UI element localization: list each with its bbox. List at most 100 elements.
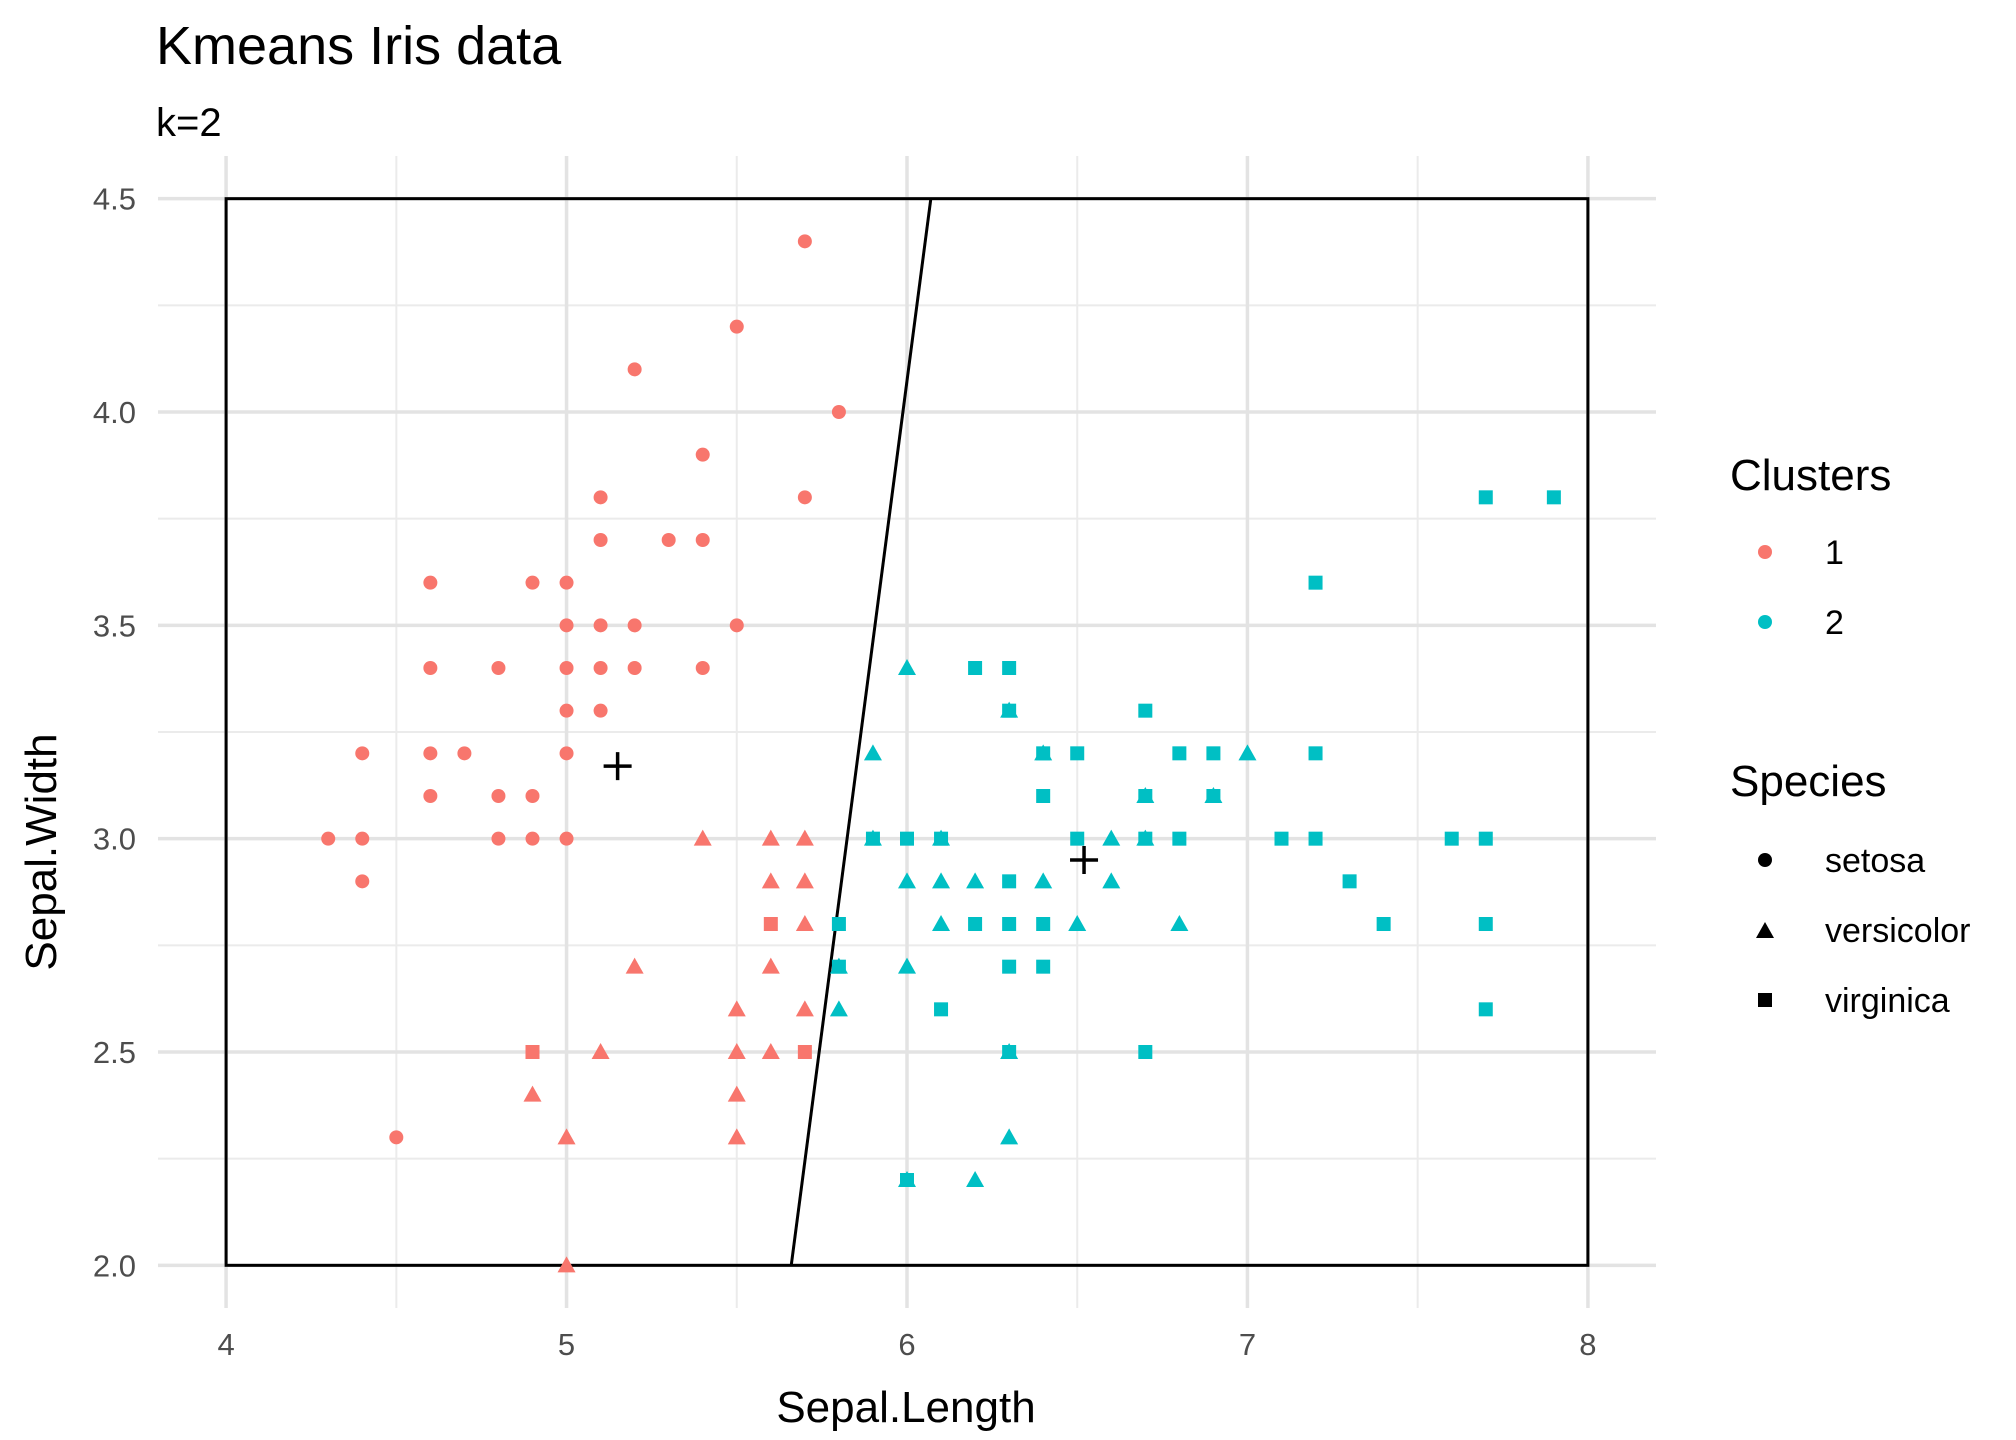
x-tick-label: 4 bbox=[217, 1327, 234, 1362]
legend: Clusters 1 2 Species setosa versicolor virgini… bbox=[1730, 451, 1970, 1020]
data-point-virginica bbox=[900, 1173, 914, 1187]
data-point-versicolor bbox=[557, 1256, 576, 1273]
data-point-virginica bbox=[1002, 917, 1017, 931]
data-point-virginica bbox=[1308, 831, 1323, 846]
axis-ticks: 4 5 6 7 8 2.0 2.5 3.0 3.5 4.0 4.5 bbox=[93, 182, 1597, 1362]
data-point-virginica bbox=[1002, 661, 1017, 675]
data-point-versicolor bbox=[727, 1043, 746, 1059]
data-point-versicolor bbox=[898, 872, 916, 889]
legend-key-1 bbox=[1758, 545, 1772, 559]
data-point-setosa bbox=[729, 618, 744, 633]
legend-key-2 bbox=[1758, 615, 1772, 629]
data-point-setosa bbox=[423, 789, 438, 803]
legend-label-virginica: virginica bbox=[1825, 982, 1950, 1020]
data-point-versicolor bbox=[1102, 829, 1121, 846]
data-point-setosa bbox=[559, 618, 574, 633]
data-point-versicolor bbox=[795, 872, 814, 889]
center-marker bbox=[1070, 846, 1099, 874]
data-point-setosa bbox=[593, 490, 608, 505]
data-point-versicolor bbox=[727, 1128, 746, 1145]
data-points bbox=[321, 234, 1561, 1273]
data-point-virginica bbox=[865, 831, 880, 846]
data-point-setosa bbox=[423, 746, 438, 761]
data-point-virginica bbox=[1138, 703, 1153, 718]
data-point-setosa bbox=[593, 618, 608, 633]
data-point-virginica bbox=[1444, 831, 1459, 846]
data-point-virginica bbox=[1138, 831, 1153, 846]
data-point-virginica bbox=[1308, 575, 1323, 590]
data-point-setosa bbox=[559, 746, 574, 761]
data-point-virginica bbox=[831, 917, 846, 931]
legend-label-1: 1 bbox=[1825, 534, 1844, 572]
bounding-box bbox=[224, 197, 1590, 1267]
data-point-virginica bbox=[1138, 1045, 1153, 1059]
data-point-versicolor bbox=[795, 829, 814, 846]
data-point-virginica bbox=[1206, 746, 1221, 761]
data-point-setosa bbox=[661, 533, 676, 547]
y-axis-title: Sepal.Width bbox=[17, 733, 66, 970]
legend-key-versicolor bbox=[1756, 922, 1774, 938]
data-point-versicolor bbox=[761, 1043, 780, 1059]
data-point-versicolor bbox=[1000, 1128, 1019, 1145]
data-point-virginica bbox=[968, 661, 983, 675]
data-point-virginica bbox=[1274, 831, 1289, 846]
data-point-setosa bbox=[389, 1130, 404, 1145]
data-point-virginica bbox=[797, 1045, 812, 1059]
data-point-setosa bbox=[355, 746, 370, 761]
data-point-versicolor bbox=[795, 915, 814, 931]
data-point-setosa bbox=[491, 789, 506, 803]
data-point-setosa bbox=[491, 831, 506, 846]
data-point-setosa bbox=[525, 575, 540, 590]
data-point-virginica bbox=[1036, 789, 1051, 803]
data-point-versicolor bbox=[1238, 744, 1257, 761]
data-point-virginica bbox=[1308, 746, 1323, 761]
data-point-virginica bbox=[1546, 490, 1561, 505]
data-point-virginica bbox=[1002, 874, 1017, 889]
legend-label-setosa: setosa bbox=[1825, 842, 1925, 880]
data-point-setosa bbox=[831, 405, 846, 419]
data-point-setosa bbox=[695, 447, 710, 462]
data-point-versicolor bbox=[693, 829, 712, 846]
y-tick-label: 3.0 bbox=[93, 822, 136, 857]
bounding-rect bbox=[224, 197, 1590, 1267]
cluster-centers bbox=[603, 752, 1099, 874]
data-point-versicolor bbox=[1068, 915, 1087, 931]
data-point-setosa bbox=[559, 575, 574, 590]
data-point-virginica bbox=[1138, 789, 1153, 803]
data-point-setosa bbox=[423, 661, 438, 675]
x-tick-label: 8 bbox=[1579, 1327, 1596, 1362]
data-point-virginica bbox=[934, 1002, 949, 1017]
data-point-virginica bbox=[1070, 831, 1085, 846]
data-point-virginica bbox=[1478, 490, 1493, 505]
data-point-virginica bbox=[1036, 746, 1051, 761]
data-point-virginica bbox=[1206, 789, 1221, 803]
x-tick-label: 7 bbox=[1239, 1327, 1256, 1362]
data-point-setosa bbox=[593, 703, 608, 718]
data-point-virginica bbox=[525, 1045, 540, 1059]
data-point-virginica bbox=[1036, 959, 1051, 974]
legend-title: Species bbox=[1730, 757, 1887, 806]
data-point-setosa bbox=[321, 831, 336, 846]
data-point-setosa bbox=[423, 575, 438, 590]
y-tick-label: 4.5 bbox=[93, 182, 136, 217]
data-point-setosa bbox=[729, 319, 744, 334]
data-point-virginica bbox=[1478, 831, 1493, 846]
x-tick-label: 5 bbox=[558, 1327, 575, 1362]
data-point-setosa bbox=[593, 661, 608, 675]
data-point-virginica bbox=[1002, 959, 1017, 974]
data-point-setosa bbox=[525, 789, 540, 803]
data-point-versicolor bbox=[523, 1085, 542, 1102]
data-point-setosa bbox=[457, 746, 472, 761]
legend-label-versicolor: versicolor bbox=[1825, 912, 1970, 950]
data-point-versicolor bbox=[966, 1171, 985, 1187]
data-point-virginica bbox=[1002, 703, 1017, 718]
data-point-virginica bbox=[1036, 917, 1051, 931]
chart-subtitle: k=2 bbox=[156, 101, 222, 145]
decision-boundary-line bbox=[789, 198, 933, 1266]
data-point-virginica bbox=[1002, 1045, 1017, 1059]
data-point-setosa bbox=[695, 533, 710, 547]
data-point-setosa bbox=[797, 490, 812, 505]
legend-key-setosa bbox=[1758, 853, 1772, 867]
data-point-versicolor bbox=[761, 872, 780, 889]
y-tick-label: 2.0 bbox=[93, 1248, 136, 1283]
